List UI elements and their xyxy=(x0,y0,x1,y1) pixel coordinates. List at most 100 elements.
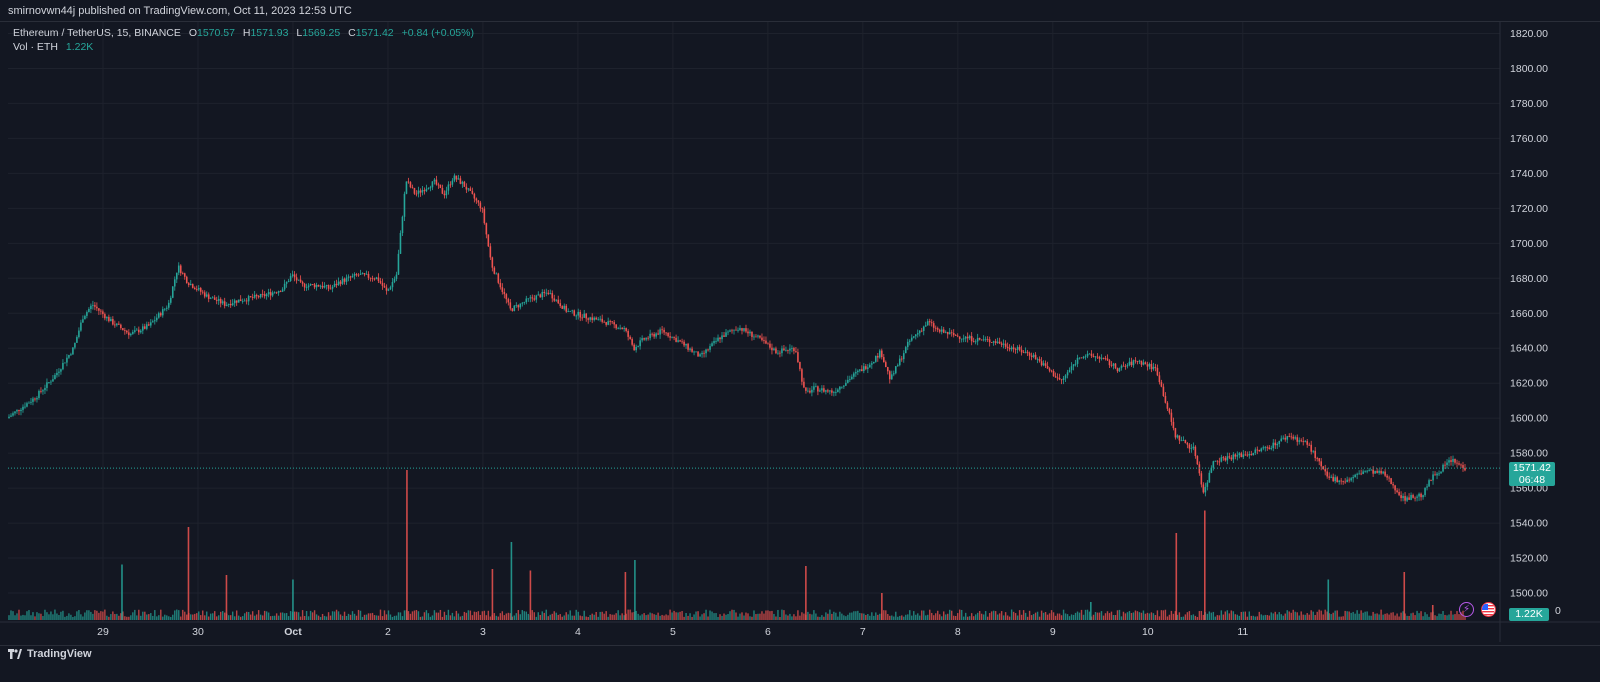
candle-body xyxy=(407,181,410,183)
candle-body xyxy=(787,349,789,351)
candle-body xyxy=(40,390,42,392)
volume-bar xyxy=(1210,612,1213,620)
candle-body xyxy=(1382,471,1384,474)
chart-frame[interactable]: 1820.00 1800.00 1780.00 1760.00 1740.00 1720.… xyxy=(0,22,1600,658)
candle-body xyxy=(539,294,542,298)
candle-body xyxy=(205,294,208,297)
volume-bar xyxy=(831,613,833,620)
candle-body xyxy=(439,184,442,188)
volume-bar xyxy=(909,610,911,620)
volume-bar xyxy=(569,610,571,620)
volume-bar xyxy=(557,614,559,620)
candle-body xyxy=(711,343,713,347)
y-tick-label: 1800.00 xyxy=(1510,63,1548,75)
volume-bar xyxy=(843,615,845,620)
candle-body xyxy=(1210,467,1213,473)
volume-bar xyxy=(789,613,791,620)
volume-bar xyxy=(343,611,346,620)
volume-bar xyxy=(104,609,106,620)
volume-bar xyxy=(395,615,398,620)
candle-body xyxy=(1182,440,1185,441)
volume-bar xyxy=(797,610,799,620)
y-tick-label: 1500.00 xyxy=(1510,588,1548,600)
volume-label[interactable]: Vol · ETH xyxy=(13,41,58,53)
volume-bar xyxy=(1206,613,1209,620)
candle-body xyxy=(303,283,306,288)
chart-svg[interactable]: 1820.001800.001780.001760.001740.001720.… xyxy=(0,22,1600,658)
candle-body xyxy=(449,184,452,186)
volume-bar xyxy=(671,612,673,620)
candle-body xyxy=(1102,357,1105,359)
candle-body xyxy=(763,340,765,341)
volume-bar xyxy=(401,616,404,620)
candle-body xyxy=(1454,458,1456,463)
candle-body xyxy=(1082,356,1085,358)
volume-bar xyxy=(1112,615,1115,620)
volume-bar xyxy=(1322,614,1324,620)
volume-bar xyxy=(945,614,947,620)
volume-bar xyxy=(761,611,763,620)
volume-bar xyxy=(285,613,288,620)
candle-body xyxy=(100,310,102,312)
candle-body xyxy=(1358,473,1360,475)
candle-body xyxy=(375,277,378,280)
candle-body xyxy=(771,347,773,351)
volume-bar xyxy=(1100,611,1103,620)
candle-body xyxy=(459,178,462,184)
volume-bar xyxy=(1438,613,1440,620)
volume-bar xyxy=(817,616,819,620)
volume-bar xyxy=(309,610,312,620)
volume-bar xyxy=(429,616,432,620)
candle-body xyxy=(1108,360,1111,366)
candle-body xyxy=(902,353,905,360)
volume-bar xyxy=(66,615,68,620)
volume-bar xyxy=(1350,612,1352,620)
volume-bar xyxy=(283,613,286,620)
volume-bar xyxy=(220,611,222,620)
candle-body xyxy=(637,346,639,348)
candle-body xyxy=(1088,353,1091,355)
volume-bar xyxy=(120,613,122,620)
candle-body xyxy=(1314,450,1317,459)
volume-bar xyxy=(98,612,100,620)
candle-body xyxy=(847,379,849,383)
candle-body xyxy=(1270,448,1273,449)
volume-bar xyxy=(140,615,142,620)
candle-body xyxy=(731,330,733,332)
volume-bar xyxy=(773,613,775,620)
volume-bar xyxy=(992,610,995,620)
volume-bar xyxy=(138,609,140,620)
candle-body xyxy=(719,337,721,340)
volume-bar xyxy=(459,616,462,620)
candle-body xyxy=(1332,476,1334,482)
candle-body xyxy=(1336,477,1338,483)
tradingview-brand[interactable]: TradingView xyxy=(8,648,92,660)
x-tick-label: 10 xyxy=(1142,626,1154,638)
volume-bar xyxy=(679,611,681,620)
volume-bar xyxy=(1078,612,1081,620)
candle-body xyxy=(319,285,322,287)
candle-body xyxy=(928,321,931,323)
volume-bar xyxy=(1012,611,1015,620)
candle-body xyxy=(1376,470,1378,473)
lightning-icon[interactable]: ⚡ xyxy=(1459,602,1474,617)
volume-bar xyxy=(635,610,637,620)
us-flag-icon[interactable] xyxy=(1481,602,1496,617)
candle-body xyxy=(14,411,16,414)
volume-bar xyxy=(715,613,717,620)
candle-body xyxy=(691,348,693,352)
volume-spike xyxy=(529,570,532,620)
candle-body xyxy=(1160,382,1163,387)
candle-body xyxy=(970,336,973,342)
symbol-label[interactable]: Ethereum / TetherUS, 15, BINANCE xyxy=(13,27,181,39)
volume-bar xyxy=(44,609,46,620)
candle-body xyxy=(1322,466,1324,470)
candle-body xyxy=(1180,440,1183,442)
volume-bar xyxy=(68,613,70,620)
candle-body xyxy=(513,305,516,311)
candle-body xyxy=(922,326,925,331)
volume-bar xyxy=(1216,615,1219,620)
volume-bar xyxy=(937,610,939,620)
candle-body xyxy=(279,291,282,292)
candle-body xyxy=(36,397,38,400)
